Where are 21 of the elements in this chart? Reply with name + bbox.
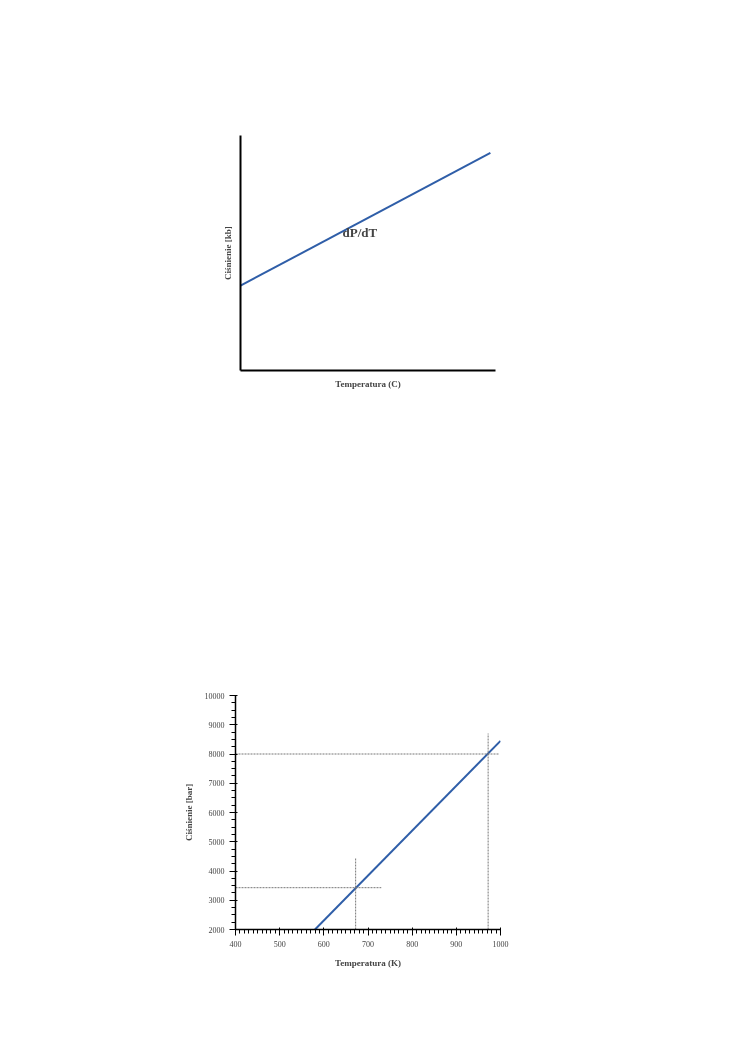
x-axis-title: Temperatura (C) [335, 378, 401, 389]
x-tick-label: 400 [229, 939, 242, 949]
y-tick-label: 9000 [208, 720, 225, 730]
x-tick-label: 700 [362, 939, 374, 949]
x-axis-title: Temperatura (K) [335, 957, 401, 968]
x-tick-label: 600 [317, 939, 330, 949]
annotation: dP/dT [342, 224, 378, 240]
y-axis-title: Ciśnienie [bar] [183, 783, 194, 842]
y-axis-title: Ciśnienie [kb] [222, 226, 233, 280]
y-tick-label: 10000 [204, 691, 225, 701]
x-tick-label: 900 [450, 939, 463, 949]
x-tick-label: 500 [273, 939, 286, 949]
x-tick-label: 800 [406, 939, 419, 949]
x-tick-label: 1000 [492, 939, 509, 949]
y-tick-label: 4000 [208, 867, 225, 876]
y-tick-label: 6000 [208, 808, 225, 818]
y-tick-label: 7000 [208, 779, 225, 789]
y-tick-label: 3000 [208, 896, 225, 906]
y-tick-label: 5000 [208, 837, 225, 847]
y-tick-label: 2000 [208, 925, 225, 935]
y-tick-label: 8000 [208, 750, 225, 759]
